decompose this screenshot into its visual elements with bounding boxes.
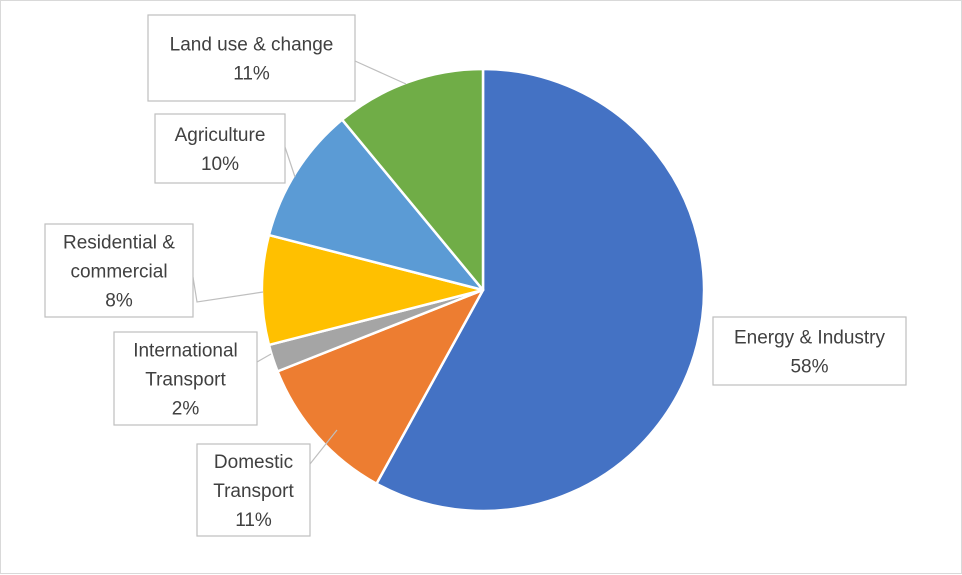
- data-label-box: [44, 223, 194, 318]
- data-label-box: [196, 443, 311, 537]
- data-label-box: [154, 113, 286, 184]
- data-label-box: [712, 316, 907, 386]
- data-label-box: [113, 331, 258, 426]
- pie-slice-5: [340, 67, 485, 292]
- data-label-3: Residential & commercial 8%: [44, 223, 194, 318]
- slice-label: Land use & change: [170, 35, 334, 56]
- pie-slices: [260, 67, 706, 513]
- pie-slice-1: [276, 288, 485, 485]
- slice-percent: 2%: [172, 399, 200, 420]
- data-label-0: Energy & Industry 58%: [712, 316, 907, 386]
- slice-label: Energy & Industry: [734, 328, 886, 349]
- data-label-4: Agriculture 10%: [154, 113, 286, 184]
- slice-percent: 10%: [201, 154, 239, 175]
- slice-label: Transport: [145, 370, 226, 391]
- data-label-1: Domestic Transport 11%: [196, 443, 311, 537]
- leader-line-2: [256, 353, 272, 363]
- pie-slice-4: [267, 118, 485, 292]
- data-label-callouts: Energy & Industry 58% Domestic Transport 11%…: [44, 14, 907, 537]
- slice-label: Domestic: [214, 452, 293, 473]
- slice-label: Residential &: [63, 233, 175, 254]
- slice-label: commercial: [70, 262, 167, 283]
- leader-line-3: [192, 276, 264, 303]
- leader-lines: [192, 60, 407, 465]
- slice-percent: 8%: [105, 291, 133, 312]
- slice-percent: 58%: [790, 357, 828, 378]
- data-label-2: International Transport 2%: [113, 331, 258, 426]
- slice-label: International: [133, 341, 238, 362]
- data-label-box: [147, 14, 356, 102]
- leader-line-1: [309, 429, 338, 465]
- leader-line-5: [354, 60, 407, 85]
- pie-slice-3: [260, 233, 485, 347]
- slice-label: Agriculture: [175, 125, 266, 146]
- slice-percent: 11%: [233, 64, 270, 85]
- data-label-5: Land use & change 11%: [147, 14, 356, 102]
- slice-label: Transport: [213, 481, 294, 502]
- slice-percent: 11%: [235, 510, 272, 531]
- leader-line-4: [284, 146, 296, 178]
- pie-slice-0: [375, 67, 706, 513]
